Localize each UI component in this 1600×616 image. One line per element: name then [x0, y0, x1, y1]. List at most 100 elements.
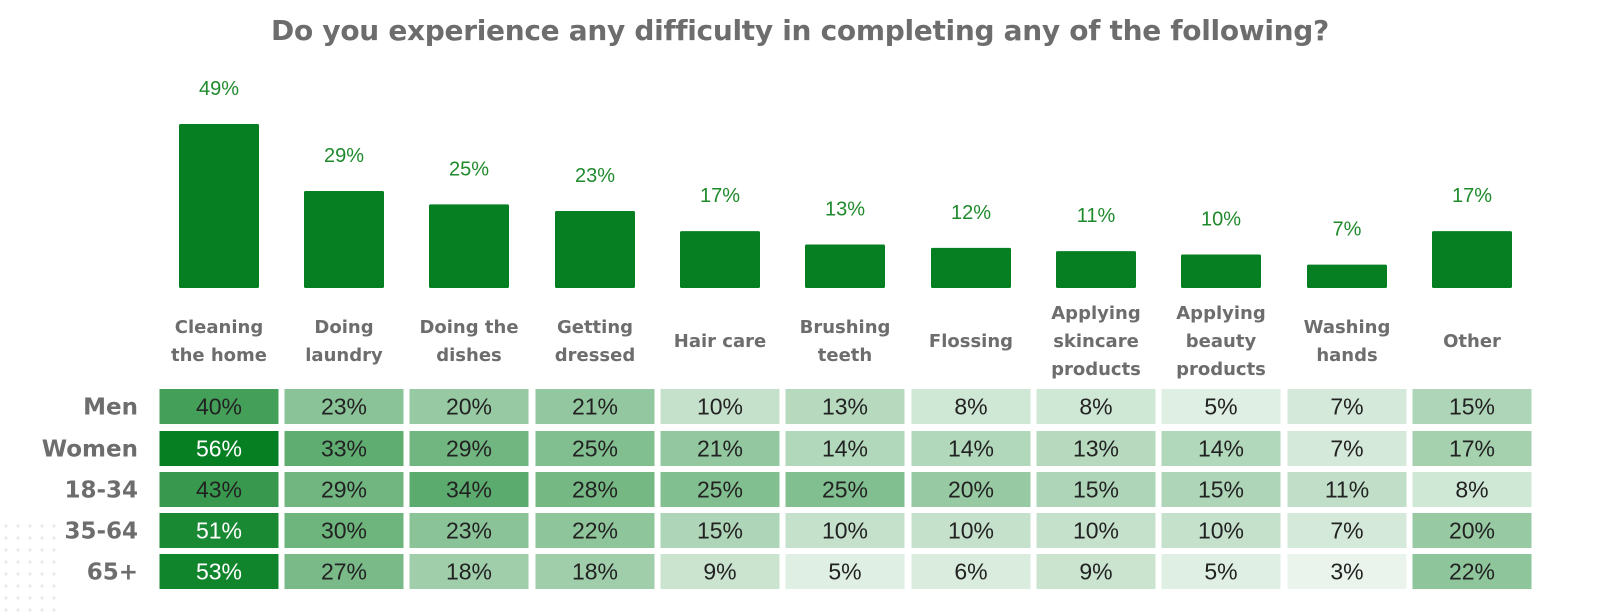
bar-value-label-2: 29%	[324, 145, 364, 167]
heat-cell-label-r3-c8: 15%	[1073, 477, 1119, 503]
heat-cell-label-r5-c2: 27%	[321, 559, 367, 585]
heat-cell-label-r1-c1: 40%	[196, 394, 242, 420]
heat-cell-label-r5-c9: 5%	[1204, 559, 1237, 585]
category-label-9-line-2: beauty	[1186, 331, 1257, 352]
heat-cell-label-r2-c4: 25%	[572, 436, 618, 462]
heat-cell-r2-c11	[1412, 431, 1532, 466]
heat-cell-label-r3-c7: 20%	[948, 477, 994, 503]
bar-value-label-4: 23%	[575, 165, 615, 187]
heat-cell-label-r3-c3: 34%	[446, 477, 492, 503]
category-label-2-line-2: laundry	[305, 345, 383, 366]
heat-cell-r4-c2	[284, 513, 404, 548]
category-label-3-line-1: Doing the	[419, 317, 518, 338]
category-label-1-line-2: the home	[171, 345, 267, 366]
heat-cell-label-r3-c5: 25%	[697, 477, 743, 503]
heat-cell-r1-c10	[1287, 389, 1407, 424]
heat-cell-r2-c2	[284, 431, 404, 466]
heat-cell-label-r1-c7: 8%	[954, 394, 987, 420]
heat-cell-r3-c9	[1161, 472, 1281, 507]
heat-cell-r2-c4	[535, 431, 655, 466]
row-label-35-64: 35-64	[64, 519, 138, 545]
heat-cell-r1-c6	[785, 389, 905, 424]
heat-cell-r5-c10	[1287, 554, 1407, 589]
heat-cell-label-r5-c3: 18%	[446, 559, 492, 585]
heat-cell-label-r1-c9: 5%	[1204, 394, 1237, 420]
heat-cell-label-r4-c2: 30%	[321, 518, 367, 544]
heat-cell-r5-c8	[1036, 554, 1156, 589]
heat-cell-label-r2-c1: 56%	[196, 436, 242, 462]
heat-cell-r3-c2	[284, 472, 404, 507]
heat-cell-r5-c2	[284, 554, 404, 589]
bar-4	[555, 211, 635, 288]
bar-3	[429, 204, 509, 288]
heat-cell-r4-c8	[1036, 513, 1156, 548]
heat-cell-label-r3-c9: 15%	[1198, 477, 1244, 503]
bar-5	[680, 231, 760, 288]
category-label-10-line-2: hands	[1316, 345, 1377, 366]
heat-cell-r5-c6	[785, 554, 905, 589]
heat-cell-r2-c6	[785, 431, 905, 466]
bar-value-label-3: 25%	[449, 158, 489, 180]
bar-6	[805, 244, 885, 288]
category-label-4-line-1: Getting	[557, 317, 633, 338]
category-label-10-line-1: Washing	[1304, 317, 1391, 338]
category-label-2-line-1: Doing	[314, 317, 373, 338]
heat-cell-r2-c1	[159, 431, 279, 466]
heat-cell-label-r4-c7: 10%	[948, 518, 994, 544]
heat-cell-r3-c10	[1287, 472, 1407, 507]
category-label-8-line-1: Applying	[1051, 303, 1140, 324]
heat-cell-label-r3-c2: 29%	[321, 477, 367, 503]
heat-cell-label-r1-c10: 7%	[1330, 394, 1363, 420]
bar-value-label-7: 12%	[951, 202, 991, 224]
heat-cell-r5-c4	[535, 554, 655, 589]
bar-value-label-6: 13%	[825, 198, 865, 220]
heat-cell-label-r4-c5: 15%	[697, 518, 743, 544]
heat-cell-label-r2-c3: 29%	[446, 436, 492, 462]
heat-cell-r1-c4	[535, 389, 655, 424]
heat-cell-r3-c3	[409, 472, 529, 507]
heat-cell-r3-c4	[535, 472, 655, 507]
heat-cell-r5-c9	[1161, 554, 1281, 589]
heat-cell-r1-c9	[1161, 389, 1281, 424]
heat-cell-label-r5-c8: 9%	[1079, 559, 1112, 585]
heat-cell-r3-c6	[785, 472, 905, 507]
heat-cell-label-r1-c11: 15%	[1449, 394, 1495, 420]
heat-cell-label-r2-c9: 14%	[1198, 436, 1244, 462]
bar-8	[1056, 251, 1136, 288]
heat-cell-r2-c10	[1287, 431, 1407, 466]
heat-cell-label-r4-c10: 7%	[1330, 518, 1363, 544]
heat-cell-label-r1-c5: 10%	[697, 394, 743, 420]
heat-cell-label-r3-c1: 43%	[196, 477, 242, 503]
heat-cell-label-r5-c11: 22%	[1449, 559, 1495, 585]
heat-cell-r2-c3	[409, 431, 529, 466]
heat-cell-r5-c7	[911, 554, 1031, 589]
heat-cell-label-r5-c4: 18%	[572, 559, 618, 585]
bar-value-label-8: 11%	[1077, 205, 1116, 227]
heat-cell-label-r2-c8: 13%	[1073, 436, 1119, 462]
bar-value-label-10: 7%	[1333, 219, 1362, 241]
category-label-11-line-1: Other	[1443, 331, 1501, 352]
heat-cell-label-r3-c6: 25%	[822, 477, 868, 503]
heat-cell-r1-c8	[1036, 389, 1156, 424]
heat-cell-r5-c11	[1412, 554, 1532, 589]
category-label-9-line-3: products	[1176, 359, 1266, 380]
heat-cell-r4-c10	[1287, 513, 1407, 548]
heat-cell-label-r4-c6: 10%	[822, 518, 868, 544]
heat-cell-r2-c9	[1161, 431, 1281, 466]
row-label-18-34: 18-34	[64, 478, 138, 504]
row-label-Women: Women	[42, 437, 138, 463]
heat-cell-label-r4-c8: 10%	[1073, 518, 1119, 544]
heat-cell-r1-c11	[1412, 389, 1532, 424]
row-label-Men: Men	[83, 395, 138, 421]
heat-cell-label-r2-c11: 17%	[1449, 436, 1495, 462]
category-label-6-line-1: Brushing	[800, 317, 891, 338]
heat-cell-r1-c2	[284, 389, 404, 424]
category-label-5-line-1: Hair care	[674, 331, 766, 352]
heat-cell-label-r3-c10: 11%	[1325, 477, 1369, 503]
row-label-65+: 65+	[87, 560, 138, 586]
heat-cell-label-r2-c7: 14%	[948, 436, 994, 462]
heat-cell-label-r5-c5: 9%	[703, 559, 736, 585]
heat-cell-r4-c7	[911, 513, 1031, 548]
heat-cell-r3-c11	[1412, 472, 1532, 507]
